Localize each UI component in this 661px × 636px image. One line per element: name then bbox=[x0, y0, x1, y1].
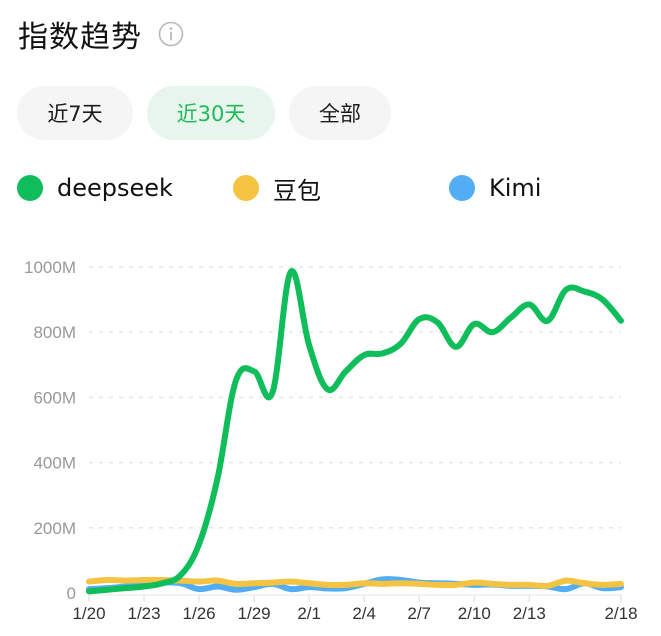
x-tick-label: 2/18 bbox=[604, 604, 637, 623]
legend-item-kimi[interactable]: Kimi bbox=[449, 170, 541, 206]
x-tick-label: 2/10 bbox=[458, 604, 491, 623]
page-title: 指数趋势 bbox=[18, 20, 142, 55]
legend-dot-icon bbox=[17, 175, 43, 201]
x-tick-label: 2/1 bbox=[297, 604, 321, 623]
series-line-豆包 bbox=[86, 576, 624, 590]
x-tick-label: 1/20 bbox=[72, 604, 105, 623]
y-tick-label: 200M bbox=[33, 519, 76, 538]
y-tick-label: 800M bbox=[33, 323, 76, 342]
legend-dot-icon bbox=[449, 175, 475, 201]
y-tick-label: 1000M bbox=[24, 258, 76, 277]
chart-lines bbox=[86, 268, 624, 595]
y-tick-label: 400M bbox=[33, 454, 76, 473]
info-circle-icon[interactable] bbox=[158, 21, 184, 47]
legend-item-doubao[interactable]: 豆包 bbox=[233, 170, 321, 206]
y-tick-label: 0 bbox=[67, 584, 76, 603]
y-tick-label: 600M bbox=[33, 388, 76, 407]
x-axis: 1/20 1/23 1/26 1/29 2/1 2/4 2/7 2/10 2/13 2/18 bbox=[72, 594, 638, 623]
legend-label: deepseek bbox=[57, 174, 173, 202]
chart-legend: deepseek 豆包 Kimi bbox=[17, 170, 657, 206]
x-tick-label: 1/23 bbox=[127, 604, 160, 623]
legend-item-deepseek[interactable]: deepseek bbox=[17, 170, 173, 206]
x-tick-label: 2/13 bbox=[513, 604, 546, 623]
x-tick-label: 1/29 bbox=[238, 604, 271, 623]
legend-label: Kimi bbox=[489, 174, 542, 202]
x-tick-label: 2/4 bbox=[352, 604, 376, 623]
tab-all[interactable]: 全部 bbox=[289, 86, 391, 140]
x-tick-label: 2/7 bbox=[407, 604, 431, 623]
series-line-deepseek bbox=[86, 268, 624, 595]
time-range-tabs: 近7天 近30天 全部 bbox=[17, 86, 391, 140]
legend-dot-icon bbox=[233, 175, 259, 201]
y-axis-labels: 0 200M 400M 600M 800M 1000M bbox=[24, 258, 76, 603]
header: 指数趋势 bbox=[18, 12, 184, 56]
legend-label: 豆包 bbox=[273, 176, 321, 205]
chart-grid bbox=[89, 266, 621, 529]
x-tick-label: 1/26 bbox=[183, 604, 216, 623]
tab-7-days[interactable]: 近7天 bbox=[17, 86, 133, 140]
tab-30-days[interactable]: 近30天 bbox=[147, 86, 275, 140]
index-trend-line-chart[interactable]: 0 200M 400M 600M 800M 1000M 1/20 1/23 1/26 1/29 2… bbox=[0, 240, 661, 636]
